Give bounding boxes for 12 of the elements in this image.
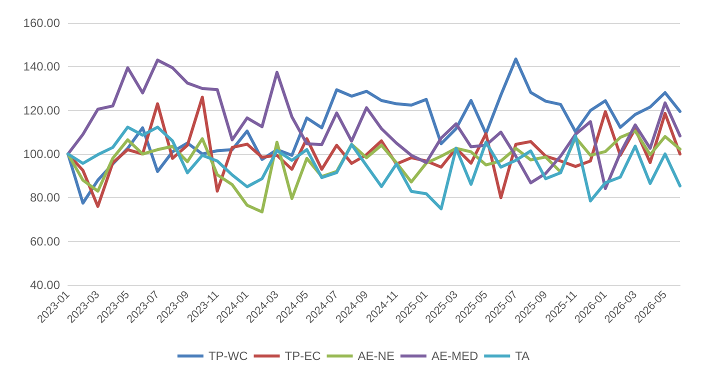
y-tick-label: 100.00 xyxy=(23,147,60,161)
legend-label: AE-NE xyxy=(358,349,394,363)
legend-label: TA xyxy=(515,349,530,363)
y-tick-label: 120.00 xyxy=(23,103,60,118)
y-tick-label: 60.00 xyxy=(30,234,60,248)
y-tick-label: 80.00 xyxy=(30,190,60,205)
legend-label: TP-EC xyxy=(284,349,322,363)
y-tick-label: 40.00 xyxy=(30,278,60,292)
legend-label: TP-WC xyxy=(208,349,248,363)
y-tick-label: 160.00 xyxy=(23,16,60,30)
legend-label: AE-MED xyxy=(431,349,478,363)
y-tick-label: 140.00 xyxy=(23,60,60,74)
